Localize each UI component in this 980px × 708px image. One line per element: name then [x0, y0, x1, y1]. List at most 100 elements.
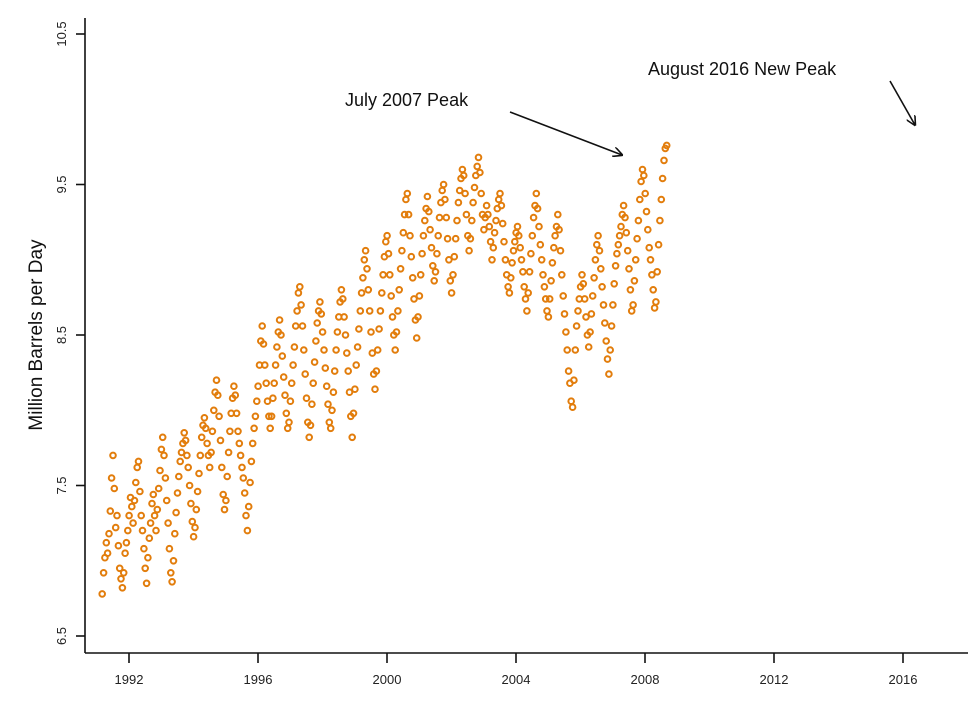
data-point	[214, 391, 222, 400]
data-point	[215, 412, 223, 421]
data-point	[298, 322, 307, 330]
data-point	[556, 246, 565, 255]
data-point	[406, 231, 414, 240]
data-point	[403, 189, 412, 198]
data-point	[317, 310, 326, 318]
x-tick-label: 2000	[373, 672, 402, 687]
data-point	[504, 283, 512, 291]
data-point	[550, 243, 558, 252]
data-point	[360, 256, 369, 264]
data-point	[208, 427, 217, 436]
data-point	[509, 246, 518, 255]
data-point	[273, 343, 281, 351]
data-point	[321, 364, 330, 372]
data-point	[130, 496, 139, 505]
data-point	[230, 382, 238, 391]
data-point	[438, 186, 447, 195]
annotation-july-2007-peak: July 2007 Peak	[345, 90, 469, 110]
data-point	[470, 183, 479, 192]
data-point	[279, 373, 288, 381]
data-point	[267, 412, 276, 421]
data-point	[567, 397, 576, 406]
data-point	[433, 249, 441, 258]
data-point	[571, 346, 580, 354]
data-point	[239, 474, 248, 482]
data-point	[286, 397, 295, 406]
data-point	[238, 463, 246, 472]
data-point	[497, 201, 506, 210]
data-point	[291, 322, 300, 330]
data-point	[114, 541, 123, 550]
data-point	[459, 171, 468, 180]
data-point	[615, 231, 624, 240]
data-point	[283, 424, 292, 433]
data-point	[372, 367, 381, 375]
data-point	[361, 246, 370, 255]
data-point	[308, 400, 316, 409]
data-point	[222, 496, 230, 505]
data-point	[431, 268, 440, 276]
x-tick-label: 1992	[115, 672, 144, 687]
data-point	[529, 213, 538, 222]
data-point	[654, 240, 663, 249]
data-point	[325, 418, 334, 427]
data-point	[505, 289, 514, 297]
data-point	[138, 526, 147, 535]
data-point	[189, 532, 198, 541]
data-point	[404, 210, 413, 219]
data-point	[210, 406, 218, 415]
data-point	[388, 313, 397, 321]
data-point	[220, 505, 229, 514]
data-point	[156, 466, 164, 475]
data-point	[517, 256, 526, 264]
data-point	[212, 376, 221, 385]
data-point	[296, 283, 304, 291]
data-point	[339, 295, 347, 303]
data-point	[232, 409, 241, 418]
data-point	[124, 526, 132, 535]
data-point	[536, 240, 545, 249]
data-point	[492, 216, 500, 225]
data-point	[535, 222, 543, 231]
data-point	[376, 307, 385, 315]
data-point	[617, 222, 625, 231]
data-point	[554, 210, 562, 219]
x-tick-label: 2004	[502, 672, 531, 687]
data-point	[333, 328, 342, 336]
data-point	[455, 186, 464, 195]
data-point	[330, 367, 339, 375]
x-axis-ticks: 1992 1996 2000 2004 2008 2012 2016	[115, 653, 917, 687]
data-point	[453, 216, 461, 225]
y-axis-ticks: 6.5 7.5 8.5 9.5 10.5	[54, 21, 85, 645]
data-point	[507, 274, 515, 282]
data-point	[650, 304, 659, 312]
data-point	[489, 243, 498, 252]
data-point	[524, 289, 533, 297]
data-point	[285, 418, 293, 427]
data-point	[219, 490, 227, 499]
data-point	[434, 231, 443, 240]
data-point	[465, 246, 473, 255]
data-point	[326, 424, 335, 433]
data-point	[142, 579, 151, 588]
data-point	[332, 346, 340, 354]
data-point	[258, 322, 267, 330]
data-point	[247, 457, 256, 466]
data-point	[408, 274, 417, 282]
data-point	[363, 265, 371, 273]
data-point	[250, 424, 258, 433]
data-point	[153, 505, 162, 514]
data-point	[544, 313, 553, 321]
data-point	[586, 328, 594, 336]
data-point	[181, 436, 190, 445]
data-point	[392, 328, 401, 336]
y-tick-label: 9.5	[54, 175, 69, 193]
data-point	[435, 213, 444, 222]
data-point	[117, 575, 125, 583]
data-point	[145, 534, 154, 543]
data-point	[379, 271, 387, 279]
x-tick-label: 2008	[631, 672, 660, 687]
data-point	[619, 201, 628, 210]
data-point	[226, 427, 234, 436]
